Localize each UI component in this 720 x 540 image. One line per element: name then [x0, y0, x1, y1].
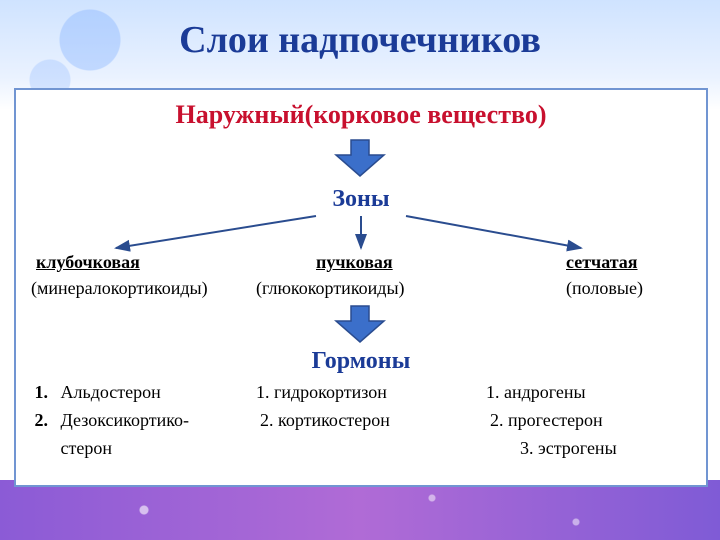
- hormone-left-3: 2. стерон: [26, 438, 112, 459]
- zone-left-name: клубочковая: [36, 252, 140, 273]
- arrow-branches: [16, 214, 706, 254]
- hormone-right-3: 3. эстрогены: [520, 438, 617, 459]
- zone-mid-desc: (глюкокортикоиды): [256, 278, 405, 299]
- hormone-mid-1: 1. гидрокортизон: [256, 382, 387, 403]
- hormone-left-2: 2. Дезоксикортико-: [26, 410, 189, 431]
- background-bottom: [0, 480, 720, 540]
- hormone-right-2: 2. прогестерон: [490, 410, 603, 431]
- hormone-mid-2: 2. кортикостерон: [260, 410, 390, 431]
- zones-heading: Зоны: [16, 186, 706, 213]
- arrow-down-icon: [334, 138, 386, 178]
- hormone-left-1: 1. Альдостерон: [26, 382, 161, 403]
- zone-right-desc: (половые): [566, 278, 643, 299]
- hormone-right-1: 1. андрогены: [486, 382, 586, 403]
- content-box: Наружный(корковое вещество) Зоны клубочк…: [14, 88, 708, 487]
- subtitle-outer-cortex: Наружный(корковое вещество): [16, 100, 706, 130]
- zone-mid-name: пучковая: [316, 252, 393, 273]
- page-title: Слои надпочечников: [0, 18, 720, 62]
- hormone-text: Альдостерон: [61, 382, 161, 402]
- list-number: 2.: [26, 410, 48, 431]
- hormone-text: стерон: [61, 438, 112, 458]
- list-number: 1.: [26, 382, 48, 403]
- hormone-text: Дезоксикортико-: [61, 410, 190, 430]
- zone-left-desc: (минералокортикоиды): [31, 278, 208, 299]
- arrow-down-icon-2: [334, 304, 386, 344]
- hormones-heading: Гормоны: [16, 348, 706, 375]
- zone-right-name: сетчатая: [566, 252, 638, 273]
